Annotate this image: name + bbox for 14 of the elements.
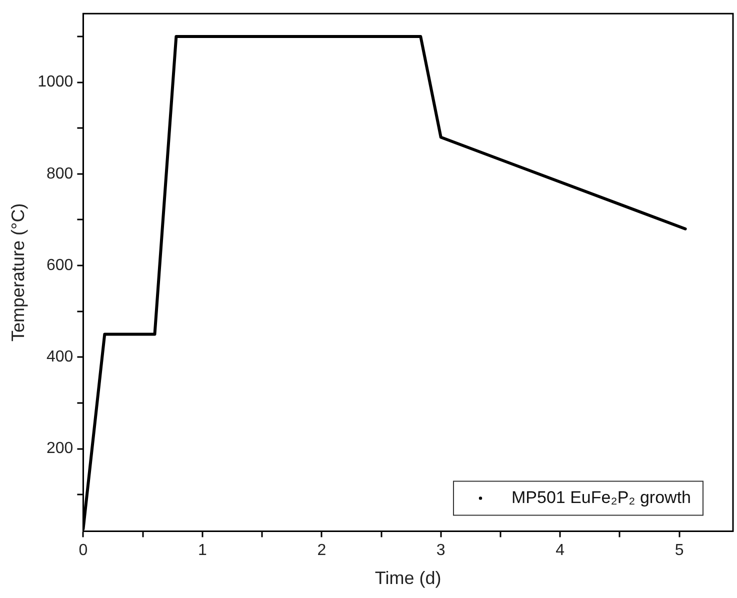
y-tick-label: 800 xyxy=(46,165,74,182)
y-tick-label: 400 xyxy=(46,348,74,366)
x-tick-label: 3 xyxy=(436,542,446,560)
y-axis-title: Temperature (°C) xyxy=(8,203,28,342)
y-tick-label: 1000 xyxy=(38,74,74,91)
x-tick-label: 4 xyxy=(556,542,565,560)
x-tick-label: 2 xyxy=(317,542,326,560)
x-axis-title: Time (d) xyxy=(374,568,442,588)
x-tick-label: 1 xyxy=(198,542,207,560)
y-tick-label: 200 xyxy=(46,440,74,458)
x-tick-label: 0 xyxy=(78,542,88,560)
x-tick-label: 5 xyxy=(674,542,684,560)
legend-label: MP501 EuFe₂P₂ growth xyxy=(511,488,692,507)
y-tick-label: 600 xyxy=(46,256,74,274)
